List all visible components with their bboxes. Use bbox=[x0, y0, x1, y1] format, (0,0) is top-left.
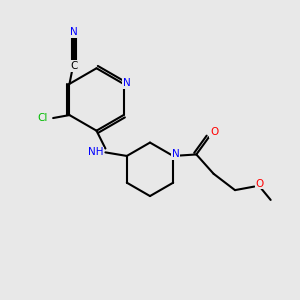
Text: N: N bbox=[70, 27, 78, 37]
Text: Cl: Cl bbox=[38, 113, 48, 123]
Text: N: N bbox=[123, 78, 131, 88]
Text: O: O bbox=[210, 127, 218, 137]
Text: NH: NH bbox=[88, 147, 104, 158]
Text: C: C bbox=[70, 61, 78, 71]
Text: O: O bbox=[256, 178, 264, 189]
Text: N: N bbox=[172, 149, 179, 160]
